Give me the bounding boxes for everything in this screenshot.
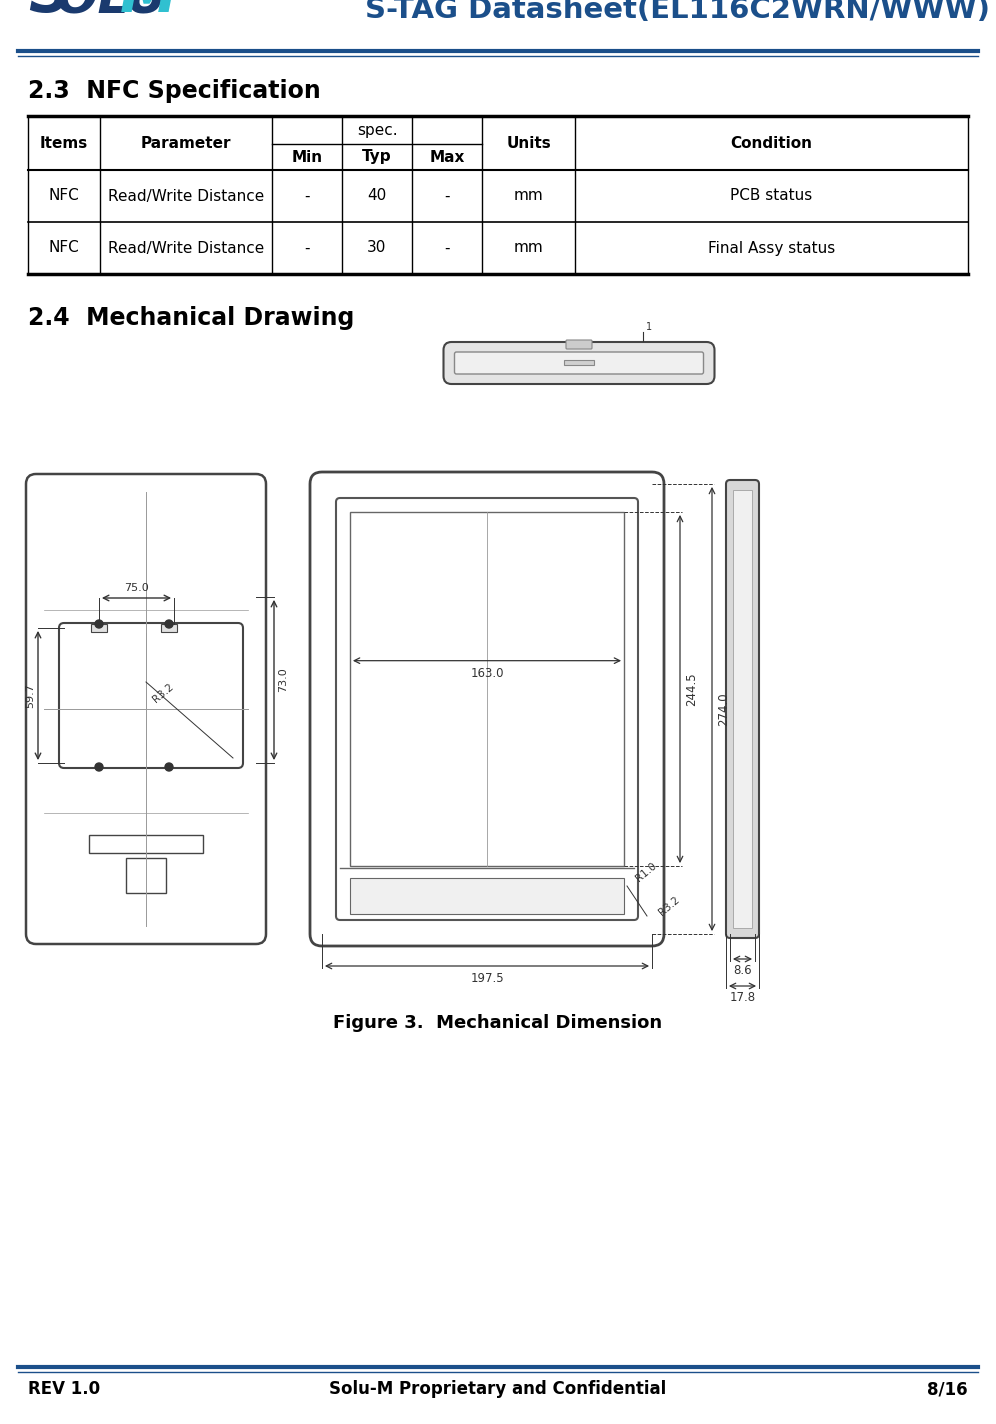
Text: 59.7: 59.7: [25, 684, 35, 708]
Bar: [91, 624, 107, 632]
Text: spec.: spec.: [357, 122, 397, 138]
Text: 30: 30: [368, 241, 386, 255]
FancyBboxPatch shape: [59, 624, 243, 768]
Text: REV 1.0: REV 1.0: [28, 1380, 101, 1398]
Text: 163.0: 163.0: [470, 666, 504, 679]
Text: Read/Write Distance: Read/Write Distance: [108, 241, 264, 255]
Text: 1: 1: [645, 322, 651, 332]
Text: NFC: NFC: [49, 241, 80, 255]
Bar: [126, 859, 166, 893]
FancyBboxPatch shape: [336, 498, 638, 920]
Circle shape: [95, 619, 103, 628]
Text: 8/16: 8/16: [927, 1380, 968, 1398]
Text: Read/Write Distance: Read/Write Distance: [108, 188, 264, 204]
Text: -: -: [444, 241, 450, 255]
Text: 274.0: 274.0: [717, 692, 730, 726]
Text: 2.3  NFC Specification: 2.3 NFC Specification: [28, 78, 321, 103]
Text: R3.2: R3.2: [657, 896, 681, 918]
Bar: [350, 879, 624, 914]
Text: mm: mm: [514, 241, 544, 255]
Text: S: S: [28, 0, 70, 24]
Bar: [350, 513, 624, 866]
FancyBboxPatch shape: [566, 340, 592, 349]
Text: PCB status: PCB status: [730, 188, 813, 204]
Text: Parameter: Parameter: [140, 135, 231, 151]
Text: NFC: NFC: [49, 188, 80, 204]
FancyBboxPatch shape: [26, 474, 266, 944]
Text: 197.5: 197.5: [470, 973, 504, 985]
Circle shape: [95, 763, 103, 770]
FancyBboxPatch shape: [726, 480, 759, 938]
Text: 75.0: 75.0: [124, 582, 148, 592]
Text: Items: Items: [40, 135, 88, 151]
Text: OLU: OLU: [55, 0, 167, 24]
Text: -: -: [304, 188, 310, 204]
Text: 40: 40: [368, 188, 386, 204]
Circle shape: [165, 619, 173, 628]
Text: Units: Units: [506, 135, 551, 151]
Bar: [90, 834, 202, 853]
Text: -: -: [304, 241, 310, 255]
Text: R1.0: R1.0: [634, 862, 658, 884]
FancyBboxPatch shape: [310, 471, 664, 946]
Bar: [564, 360, 594, 365]
Text: Typ: Typ: [363, 150, 391, 165]
Text: Condition: Condition: [730, 135, 813, 151]
Text: Figure 3.  Mechanical Dimension: Figure 3. Mechanical Dimension: [334, 1014, 662, 1032]
Text: mm: mm: [514, 188, 544, 204]
Bar: [161, 624, 177, 632]
Text: -: -: [444, 188, 450, 204]
Text: Solu-M Proprietary and Confidential: Solu-M Proprietary and Confidential: [330, 1380, 666, 1398]
Text: 17.8: 17.8: [729, 991, 756, 1004]
Text: R3.2: R3.2: [151, 681, 175, 705]
Text: Final Assy status: Final Assy status: [708, 241, 835, 255]
Text: 73.0: 73.0: [278, 668, 288, 692]
Bar: [733, 490, 752, 928]
Text: S-TAG Datasheet(EL116C2WRN/WWW): S-TAG Datasheet(EL116C2WRN/WWW): [365, 0, 990, 24]
Text: 244.5: 244.5: [685, 672, 698, 706]
FancyBboxPatch shape: [454, 352, 703, 375]
Circle shape: [165, 763, 173, 770]
Text: 8.6: 8.6: [733, 964, 752, 977]
Text: 2.4  Mechanical Drawing: 2.4 Mechanical Drawing: [28, 306, 355, 330]
Text: Min: Min: [292, 150, 323, 165]
Text: M: M: [120, 0, 178, 24]
Text: Max: Max: [429, 150, 465, 165]
FancyBboxPatch shape: [443, 342, 714, 384]
